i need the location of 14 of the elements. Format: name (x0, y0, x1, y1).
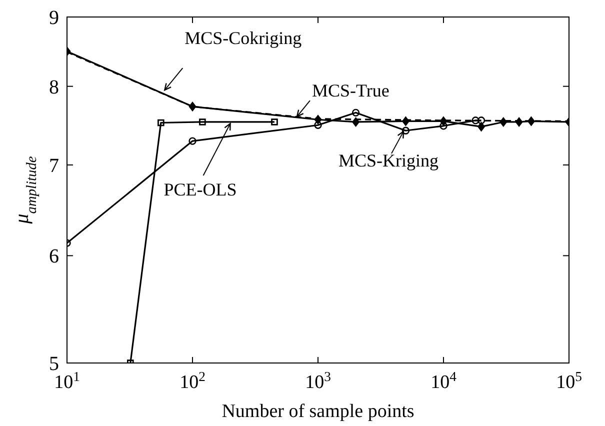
y-tick-label: 9 (49, 7, 59, 29)
x-tick-label: 10$^{2}$ (180, 368, 206, 393)
annotation: MCS-Kriging (338, 150, 439, 170)
y-tick-label: 7 (49, 154, 59, 177)
y-tick-label: 5 (49, 353, 59, 375)
y-tick-label: 8 (49, 76, 59, 98)
annotation: MCS-True (312, 80, 390, 101)
y-tick-label: 6 (49, 246, 59, 268)
annotation: MCS-Cokriging (184, 28, 302, 48)
x-axis-title: Number of sample points (222, 401, 414, 422)
annotation: PCE-OLS (164, 180, 237, 200)
x-tick-label: 10$^{4}$ (430, 368, 457, 393)
x-tick-label: 10$^{5}$ (556, 368, 582, 393)
x-tick-label: 10$^{3}$ (305, 368, 332, 393)
